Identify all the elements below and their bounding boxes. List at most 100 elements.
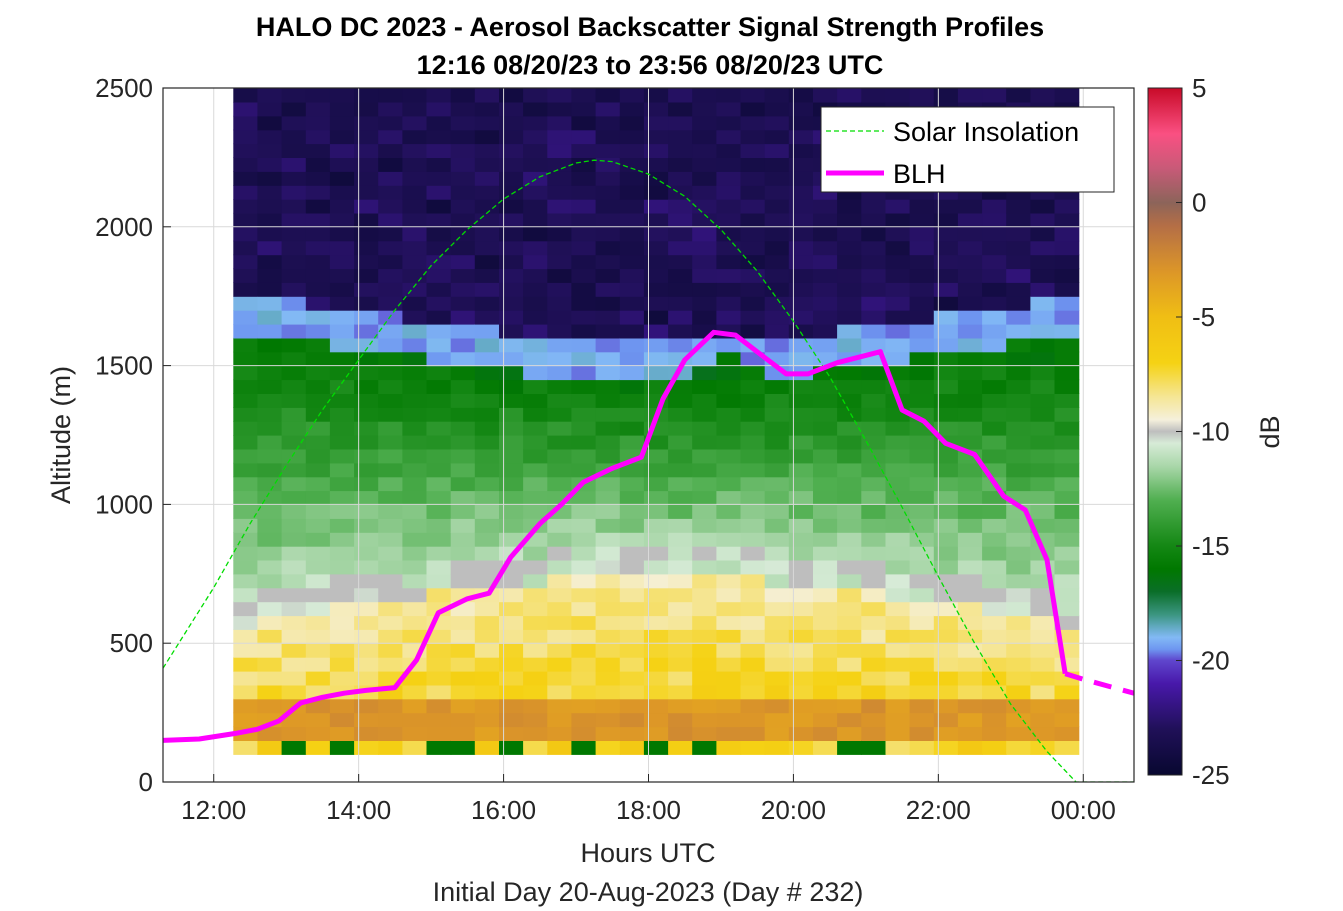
heatmap-cell	[257, 212, 283, 228]
heatmap-cell	[378, 726, 403, 741]
heatmap-cell	[764, 587, 790, 603]
heatmap-cell	[861, 88, 887, 103]
heatmap-cell	[909, 740, 935, 755]
heatmap-cell	[571, 421, 597, 436]
heatmap-cell	[740, 88, 766, 103]
heatmap-cell	[281, 212, 307, 228]
heatmap-cell	[692, 101, 717, 117]
heatmap-cell	[523, 101, 548, 117]
series-blh-extension	[1064, 671, 1134, 696]
heatmap-cell	[885, 199, 911, 214]
heatmap-cell	[402, 324, 428, 339]
x-tick-label: 00:00	[1051, 795, 1116, 825]
heatmap-cell	[450, 615, 476, 630]
heatmap-cell	[933, 740, 959, 755]
heatmap-cell	[474, 199, 500, 214]
heatmap-cell	[523, 157, 548, 172]
heatmap-cell	[933, 268, 959, 283]
heatmap-cell	[281, 559, 307, 575]
heatmap-cell	[692, 671, 717, 686]
heatmap-cell	[426, 629, 452, 644]
heatmap-cell	[1030, 296, 1056, 311]
heatmap	[233, 88, 1080, 755]
heatmap-cell	[595, 476, 621, 492]
heatmap-cell	[692, 365, 717, 381]
heatmap-cell	[1006, 573, 1031, 589]
heatmap-cell	[523, 212, 548, 228]
heatmap-cell	[837, 587, 862, 603]
heatmap-cell	[257, 462, 283, 478]
heatmap-cell	[837, 740, 862, 755]
heatmap-cell	[668, 684, 693, 700]
series-solar-insolation	[163, 159, 1134, 782]
heatmap-cell	[426, 254, 452, 270]
heatmap-cell	[813, 559, 838, 575]
heatmap-cell	[716, 88, 742, 103]
legend-box	[820, 106, 1115, 193]
heatmap-cell	[499, 129, 524, 145]
heatmap-cell	[1030, 226, 1056, 242]
heatmap-cell	[499, 268, 524, 283]
heatmap-cell	[547, 726, 573, 741]
heatmap-cell	[668, 254, 693, 270]
heatmap-cell	[788, 546, 814, 561]
heatmap-cell	[837, 435, 862, 450]
heatmap-cell	[523, 671, 548, 686]
heatmap-cell	[354, 129, 379, 145]
heatmap-cell	[257, 518, 283, 533]
heatmap-cell	[643, 88, 669, 103]
heatmap-cell	[788, 115, 814, 131]
heatmap-cell	[740, 684, 766, 700]
heatmap-cell	[1054, 559, 1080, 575]
heatmap-cell	[668, 435, 693, 450]
heatmap-cell	[329, 212, 355, 228]
heatmap-cell	[1030, 351, 1056, 367]
heatmap-cell	[692, 518, 717, 533]
colorbar-tick-label: 5	[1192, 73, 1206, 103]
heatmap-cell	[233, 101, 259, 117]
heatmap-cell	[523, 351, 548, 367]
heatmap-cell	[378, 268, 403, 283]
heatmap-cell	[329, 740, 355, 755]
heatmap-cell	[595, 296, 621, 311]
heatmap-cell	[378, 88, 403, 103]
heatmap-cell	[1054, 379, 1080, 394]
chart-title: HALO DC 2023 - Aerosol Backscatter Signa…	[256, 12, 1044, 42]
heatmap-cell	[982, 226, 1007, 242]
y-tick-label: 1500	[95, 351, 153, 381]
heatmap-cell	[281, 226, 307, 242]
heatmap-cell	[740, 129, 766, 145]
heatmap-cell	[716, 393, 742, 408]
heatmap-cell	[281, 157, 307, 172]
heatmap-cell	[523, 504, 548, 519]
heatmap-cell	[329, 143, 355, 158]
heatmap-cell	[764, 337, 790, 353]
heatmap-cell	[788, 504, 814, 519]
heatmap-cell	[450, 157, 476, 172]
heatmap-cell	[354, 518, 379, 533]
heatmap-cell	[402, 88, 428, 103]
heatmap-cell	[450, 115, 476, 131]
heatmap-cell	[474, 254, 500, 270]
heatmap-cell	[595, 587, 621, 603]
heatmap-cell	[813, 657, 838, 672]
heatmap-cell	[668, 296, 693, 311]
heatmap-cell	[982, 726, 1007, 741]
heatmap-cell	[402, 351, 428, 367]
heatmap-cell	[643, 490, 669, 505]
heatmap-cell	[257, 101, 283, 117]
heatmap-cell	[909, 573, 935, 589]
heatmap-cell	[378, 324, 403, 339]
heatmap-cell	[764, 101, 790, 117]
heatmap-cell	[716, 476, 742, 492]
heatmap-cell	[957, 573, 983, 589]
heatmap-cell	[450, 671, 476, 686]
heatmap-cell	[281, 171, 307, 186]
heatmap-cell	[716, 615, 742, 630]
heatmap-cell	[450, 379, 476, 394]
heatmap-cell	[233, 573, 259, 589]
heatmap-cell	[668, 504, 693, 519]
heatmap-cell	[571, 587, 597, 603]
heatmap-cell	[257, 185, 283, 200]
heatmap-cell	[378, 240, 403, 256]
